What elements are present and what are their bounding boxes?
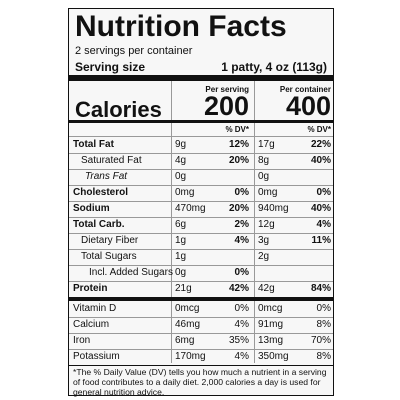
container-amount: 940mg xyxy=(258,203,289,214)
container-amount: 350mg xyxy=(258,351,289,362)
nutrition-label: Nutrition Facts 2 servings per container… xyxy=(68,8,334,397)
container-amount: 0g xyxy=(258,171,270,182)
nutrient-name: Total Carb. xyxy=(73,219,125,230)
serving-dv: 4% xyxy=(234,235,249,246)
dv-header: % DV* xyxy=(225,125,249,134)
serving-dv: 0% xyxy=(234,303,249,314)
row-rule xyxy=(69,333,333,334)
row-rule xyxy=(69,201,333,202)
serving-amount: 6g xyxy=(175,219,187,230)
container-dv: 84% xyxy=(310,283,331,294)
servings: 2 servings per container xyxy=(75,45,193,57)
container-dv: 0% xyxy=(316,187,331,198)
serving-amount: 46mg xyxy=(175,319,201,330)
serving-amount: 470mg xyxy=(175,203,206,214)
nutrient-name: Saturated Fat xyxy=(81,155,142,166)
container-amount: 12g xyxy=(258,219,275,230)
nutrient-name: Iron xyxy=(73,335,91,346)
medium-bar xyxy=(69,120,333,123)
calories-per-container: 400 xyxy=(285,91,331,121)
column-divider xyxy=(254,81,255,363)
container-dv: 0% xyxy=(316,303,331,314)
row-rule xyxy=(69,233,333,234)
footnote-rule xyxy=(69,365,333,366)
row-rule xyxy=(69,136,333,137)
dv-header: % DV* xyxy=(307,125,331,134)
container-dv: 11% xyxy=(311,235,331,246)
container-amount: 13mg xyxy=(258,335,284,346)
serving-amount: 1g xyxy=(175,251,187,262)
container-amount: 42g xyxy=(258,283,275,294)
container-amount: 2g xyxy=(258,251,270,262)
container-dv: 4% xyxy=(316,219,331,230)
serving-dv: 2% xyxy=(234,219,249,230)
calories-per-serving: 200 xyxy=(203,91,249,121)
row-rule xyxy=(69,317,333,318)
serving-dv: 35% xyxy=(228,335,249,346)
calories-label: Calories xyxy=(75,97,162,122)
serving-dv: 0% xyxy=(234,267,249,278)
container-dv: 70% xyxy=(310,335,331,346)
nutrient-name: Trans Fat xyxy=(85,171,128,182)
serving-dv: 12% xyxy=(228,139,249,150)
thick-bar xyxy=(69,75,333,81)
row-rule xyxy=(69,265,333,266)
per-container-header: Per container xyxy=(279,85,331,94)
row-rule xyxy=(69,281,333,282)
serving-amount: 9g xyxy=(175,139,187,150)
nutrient-name: Vitamin D xyxy=(73,303,117,314)
nutrient-name: Potassium xyxy=(73,351,120,362)
serving-amount: 0g xyxy=(175,267,187,278)
container-amount: 0mcg xyxy=(258,303,283,314)
container-amount: 91mg xyxy=(258,319,284,330)
serving-amount: 4g xyxy=(175,155,187,166)
serving-size-label: Serving size xyxy=(75,60,146,74)
nutrient-name: Dietary Fiber xyxy=(81,235,139,246)
serving-amount: 6mg xyxy=(175,335,195,346)
serving-dv: 20% xyxy=(228,155,249,166)
container-amount: 0mg xyxy=(258,187,278,198)
serving-amount: 0g xyxy=(175,171,187,182)
nutrient-name: Sodium xyxy=(73,203,110,214)
per-serving-header: Per serving xyxy=(205,85,249,94)
serving-size-value: 1 patty, 4 oz (113g) xyxy=(221,60,327,74)
row-rule xyxy=(69,153,333,154)
nutrient-name: Protein xyxy=(73,283,108,294)
row-rule xyxy=(69,217,333,218)
row-rule xyxy=(69,169,333,170)
container-dv: 8% xyxy=(316,319,331,330)
thick-bar xyxy=(69,297,333,301)
serving-amount: 170mg xyxy=(175,351,206,362)
nutrient-name: Total Sugars xyxy=(81,251,137,262)
row-rule xyxy=(69,249,333,250)
row-rule xyxy=(69,185,333,186)
serving-dv: 20% xyxy=(228,203,249,214)
nutrient-name: Total Fat xyxy=(73,139,114,150)
nutrient-name: Incl. Added Sugars xyxy=(89,267,173,278)
serving-amount: 0mcg xyxy=(175,303,200,314)
container-dv: 40% xyxy=(310,155,331,166)
container-dv: 22% xyxy=(310,139,331,150)
container-dv: 8% xyxy=(316,351,331,362)
serving-amount: 1g xyxy=(175,235,187,246)
title: Nutrition Facts xyxy=(75,10,287,43)
nutrient-name: Cholesterol xyxy=(73,187,129,198)
serving-dv: 4% xyxy=(234,319,249,330)
row-rule xyxy=(69,349,333,350)
serving-amount: 0mg xyxy=(175,187,195,198)
serving-dv: 4% xyxy=(234,351,249,362)
nutrient-name: Calcium xyxy=(73,319,110,330)
serving-dv: 42% xyxy=(228,283,249,294)
container-amount: 3g xyxy=(258,235,270,246)
footnote: *The % Daily Value (DV) tells you how mu… xyxy=(73,367,327,397)
column-divider xyxy=(171,81,172,363)
container-dv: 40% xyxy=(310,203,331,214)
serving-amount: 21g xyxy=(175,283,192,294)
container-amount: 8g xyxy=(258,155,270,166)
serving-dv: 0% xyxy=(234,187,249,198)
container-amount: 17g xyxy=(258,139,275,150)
